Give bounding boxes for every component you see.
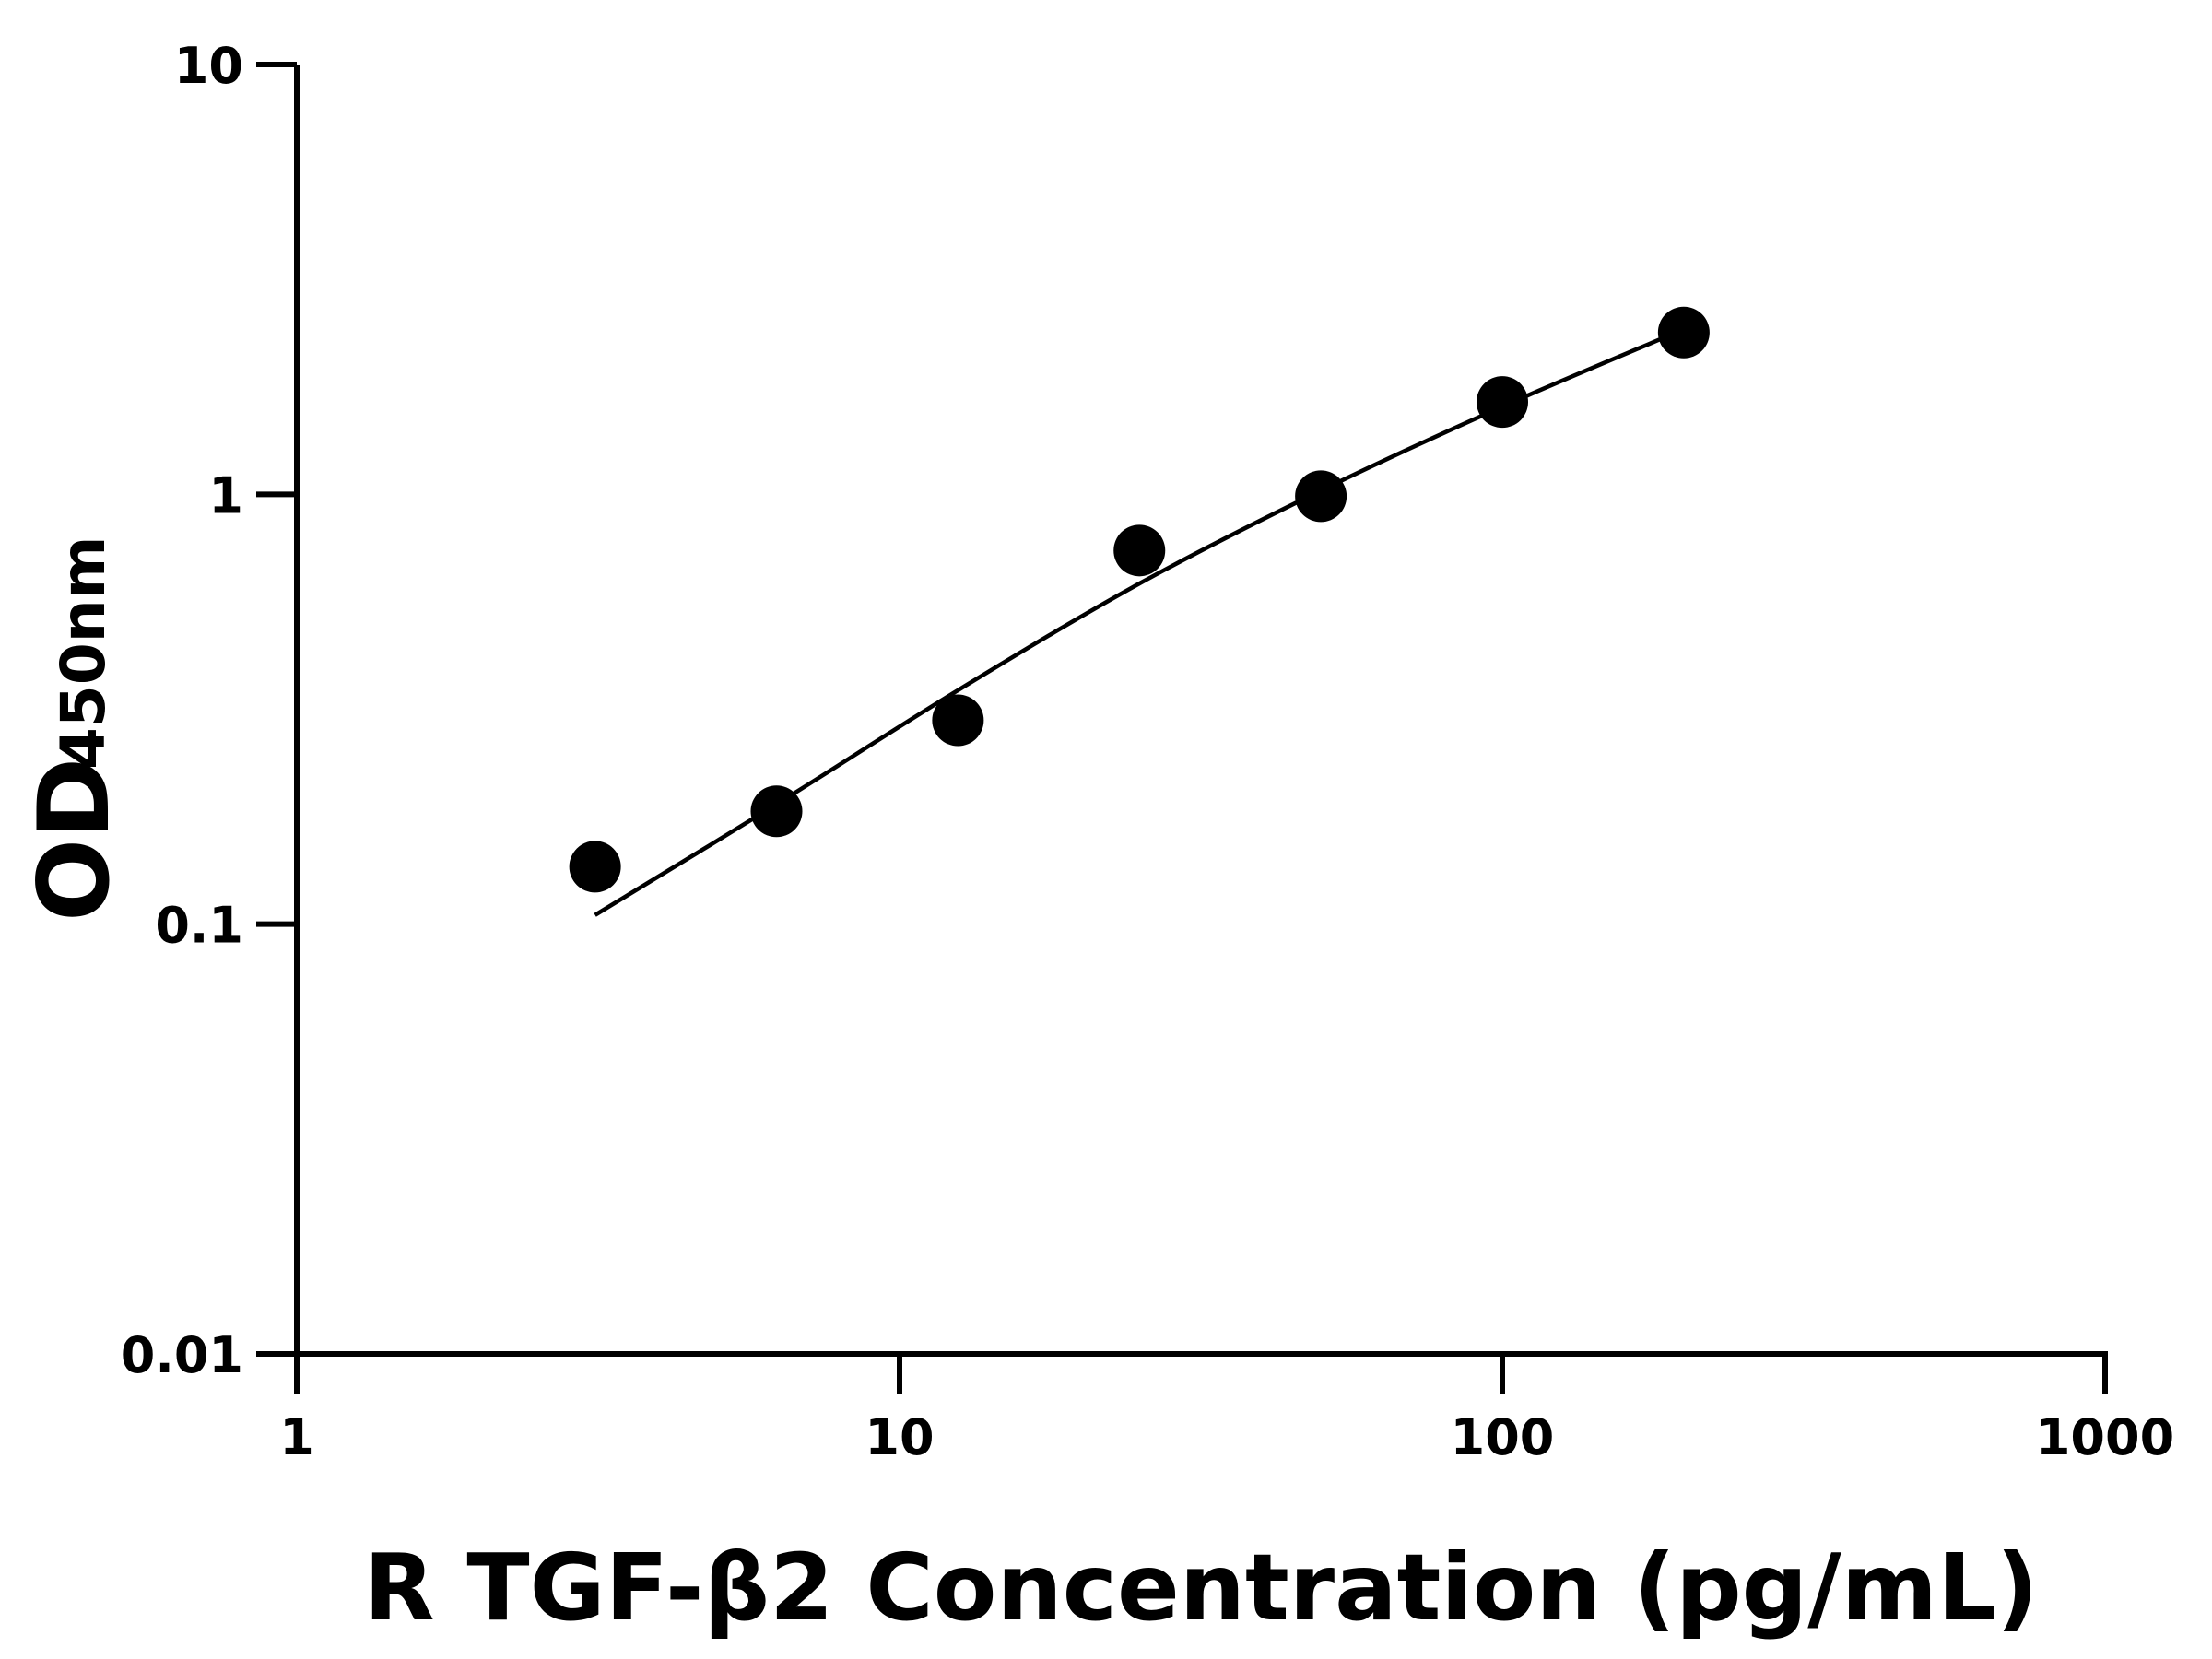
x-tick-label: 100 bbox=[1451, 1408, 1555, 1466]
data-point bbox=[1477, 376, 1528, 429]
axes: 1 10 100 1000 0.01 0.1 1 10 bbox=[121, 37, 2174, 1466]
y-axis-label-main: OD bbox=[18, 758, 131, 922]
x-tick-label: 1000 bbox=[2036, 1408, 2174, 1466]
x-tick-label: 1 bbox=[279, 1408, 314, 1466]
data-point bbox=[932, 694, 984, 747]
data-point bbox=[1295, 470, 1347, 523]
data-point bbox=[750, 785, 803, 838]
data-point bbox=[569, 841, 621, 893]
y-tick-label: 10 bbox=[174, 37, 243, 95]
y-tick-label: 1 bbox=[208, 466, 243, 524]
y-tick-label: 0.01 bbox=[121, 1326, 243, 1384]
y-axis-label: OD 450nm bbox=[18, 535, 131, 922]
x-tick-label: 10 bbox=[865, 1408, 934, 1466]
data-point bbox=[1113, 524, 1166, 577]
data-points bbox=[569, 306, 1710, 893]
data-point bbox=[1657, 306, 1710, 359]
y-tick-label: 0.1 bbox=[155, 897, 243, 955]
x-axis-label: R TGF-β2 Concentration (pg/mL) bbox=[364, 1534, 2039, 1641]
y-axis-label-sub: 450nm bbox=[48, 535, 119, 770]
